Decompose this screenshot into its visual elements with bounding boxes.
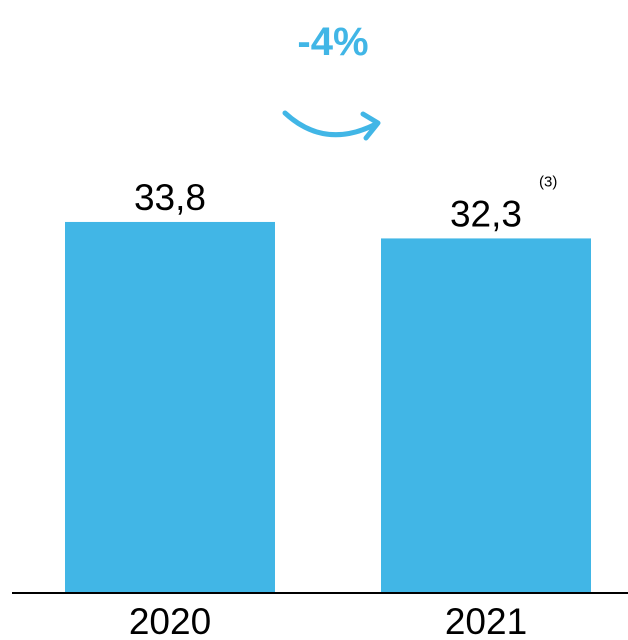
value-label-2021: 32,3 [450,193,522,234]
bar-2020 [65,221,275,593]
arrowhead-icon [360,111,381,141]
x-tick-label-2021: 2021 [445,601,527,640]
bars-group [65,221,591,593]
labels-group: 33,8 2020 32,3 (3) 2021 [129,173,558,640]
change-annotation: -4% [297,20,368,64]
footnote-marker-2021: (3) [539,173,557,190]
bar-2021 [381,238,591,593]
curved-arrow-icon [282,110,379,138]
x-tick-label-2020: 2020 [129,601,211,640]
value-label-2020: 33,8 [134,177,206,218]
